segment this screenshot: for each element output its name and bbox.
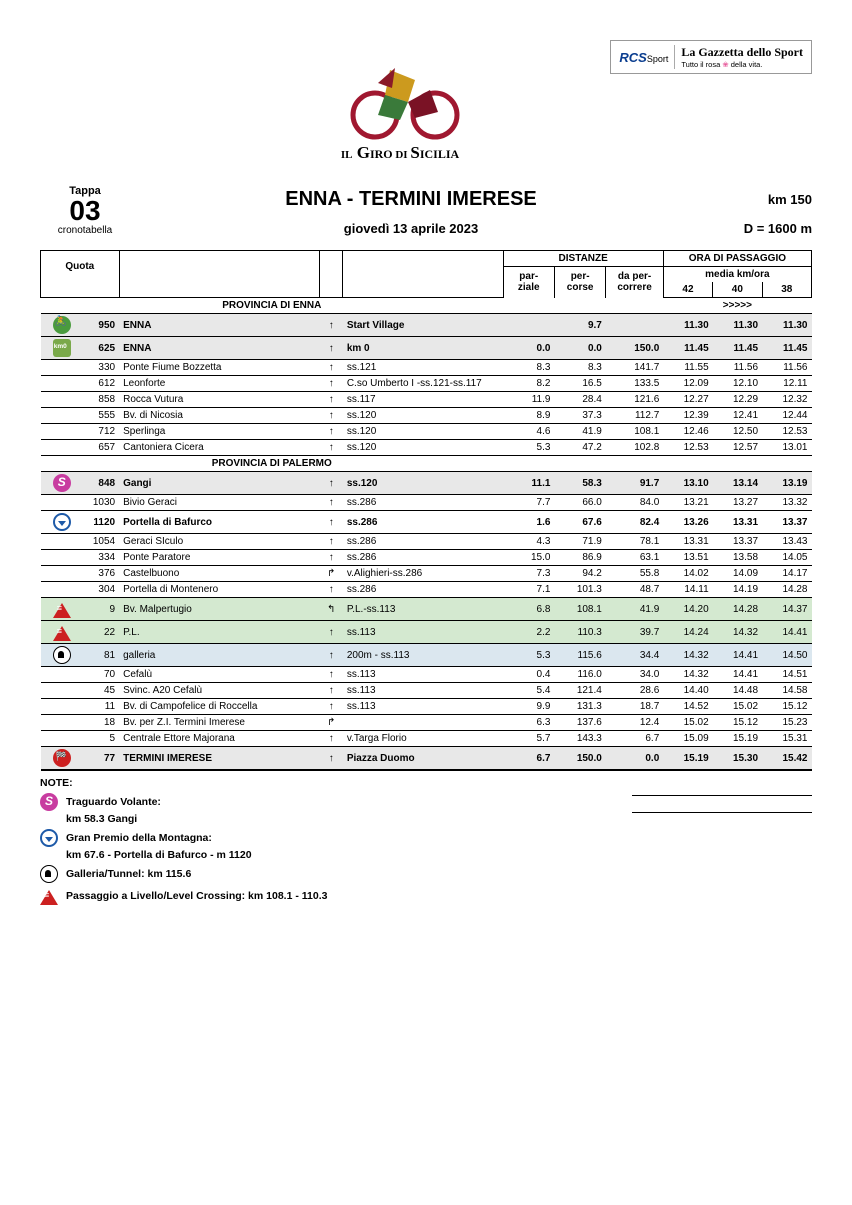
title-row: Tappa 03 cronotabella ENNA - TERMINI IME… — [40, 185, 812, 236]
stage-distance: km 150 — [692, 192, 812, 207]
table-row: 22P.L.↑ss.1132.2110.339.714.2414.3214.41 — [41, 621, 812, 644]
timetable: Quota DISTANZE ORA DI PASSAGGIO par- zia… — [40, 250, 812, 771]
header-row: IL GIRO DI SICILIA RCSSport La Gazzetta … — [40, 40, 812, 173]
crossing-icon — [40, 887, 58, 905]
giro-sicilia-logo: IL GIRO DI SICILIA — [320, 40, 480, 170]
table-row: 11Bv. di Campofelice di Roccella↑ss.1139… — [41, 699, 812, 715]
table-row: 9Bv. Malpertugio↰P.L.-ss.1136.8108.141.9… — [41, 598, 812, 621]
table-row: 950ENNA↑Start Village9.711.3011.3011.30 — [41, 314, 812, 337]
col-distanze: DISTANZE — [503, 251, 663, 267]
stage-title: ENNA - TERMINI IMERESE — [130, 188, 692, 211]
tunnel-icon — [40, 865, 58, 883]
table-row: 45Svinc. A20 Cefalù↑ss.1135.4121.428.614… — [41, 683, 812, 699]
table-row: 330Ponte Fiume Bozzetta↑ss.1218.38.3141.… — [41, 360, 812, 376]
km0-icon — [53, 339, 71, 357]
stage-sub: cronotabella — [40, 225, 130, 236]
table-row: 1054Geraci SIculo↑ss.2864.371.978.113.31… — [41, 534, 812, 550]
col-ora: ORA DI PASSAGGIO — [663, 251, 811, 267]
stage-elevation: D = 1600 m — [692, 221, 812, 236]
table-row: 304Portella di Montenero↑ss.2867.1101.34… — [41, 582, 812, 598]
finish-icon — [53, 749, 71, 767]
start-icon — [53, 316, 71, 334]
table-row: 376Castelbuono↱v.Alighieri-ss.2867.394.2… — [41, 566, 812, 582]
col-parziale: par- ziale — [503, 267, 554, 298]
gpm-icon — [53, 513, 71, 531]
sponsor-gazzetta: La Gazzetta dello Sport — [681, 45, 803, 59]
signature-lines — [632, 779, 812, 813]
tunnel-icon — [53, 646, 71, 664]
section-header: PROVINCIA DI ENNA>>>>> — [41, 298, 812, 314]
table-row: 77TERMINI IMERESE↑Piazza Duomo6.7150.00.… — [41, 747, 812, 771]
sponsor-box: RCSSport La Gazzetta dello Sport Tutto i… — [610, 40, 812, 74]
stage-date: giovedì 13 aprile 2023 — [130, 221, 692, 236]
gpm-icon — [40, 829, 58, 847]
cross-icon — [53, 623, 71, 641]
stage-number: 03 — [40, 197, 130, 225]
cross-icon — [53, 600, 71, 618]
table-row: 858Rocca Vutura↑ss.11711.928.4121.612.27… — [41, 392, 812, 408]
table-row: 1120Portella di Bafurco↑ss.2861.667.682.… — [41, 511, 812, 534]
table-row: 81galleria↑200m - ss.1135.3115.634.414.3… — [41, 644, 812, 667]
col-dapercorrere: da per- correre — [606, 267, 663, 298]
table-row: 70Cefalù↑ss.1130.4116.034.014.3214.4114.… — [41, 667, 812, 683]
table-row: 848Gangi↑ss.12011.158.391.713.1013.1413.… — [41, 472, 812, 495]
col-quota: Quota — [41, 251, 120, 283]
sponsor-rcs: RCS — [619, 50, 646, 65]
table-row: 18Bv. per Z.I. Termini Imerese↱6.3137.61… — [41, 715, 812, 731]
table-row: 555Bv. di Nicosia↑ss.1208.937.3112.712.3… — [41, 408, 812, 424]
table-row: 334Ponte Paratore↑ss.28615.086.963.113.5… — [41, 550, 812, 566]
sprint-icon — [40, 793, 58, 811]
table-row: 1030Bivio Geraci↑ss.2867.766.084.013.211… — [41, 495, 812, 511]
sprint-icon — [53, 474, 71, 492]
table-row: 712Sperlinga↑ss.1204.641.9108.112.4612.5… — [41, 424, 812, 440]
table-row: 657Cantoniera Cicera↑ss.1205.347.2102.81… — [41, 440, 812, 456]
section-header: PROVINCIA DI PALERMO — [41, 456, 812, 472]
col-media: media km/ora — [663, 267, 811, 283]
table-row: 612Leonforte↑C.so Umberto I -ss.121-ss.1… — [41, 376, 812, 392]
col-percorse: per- corse — [554, 267, 605, 298]
table-row: 625ENNA↑km 00.00.0150.011.4511.4511.45 — [41, 337, 812, 360]
svg-text:IL GIRO DI SICILIA: IL GIRO DI SICILIA — [341, 143, 460, 162]
table-row: 5Centrale Ettore Majorana↑v.Targa Florio… — [41, 731, 812, 747]
event-logo: IL GIRO DI SICILIA — [190, 40, 610, 173]
